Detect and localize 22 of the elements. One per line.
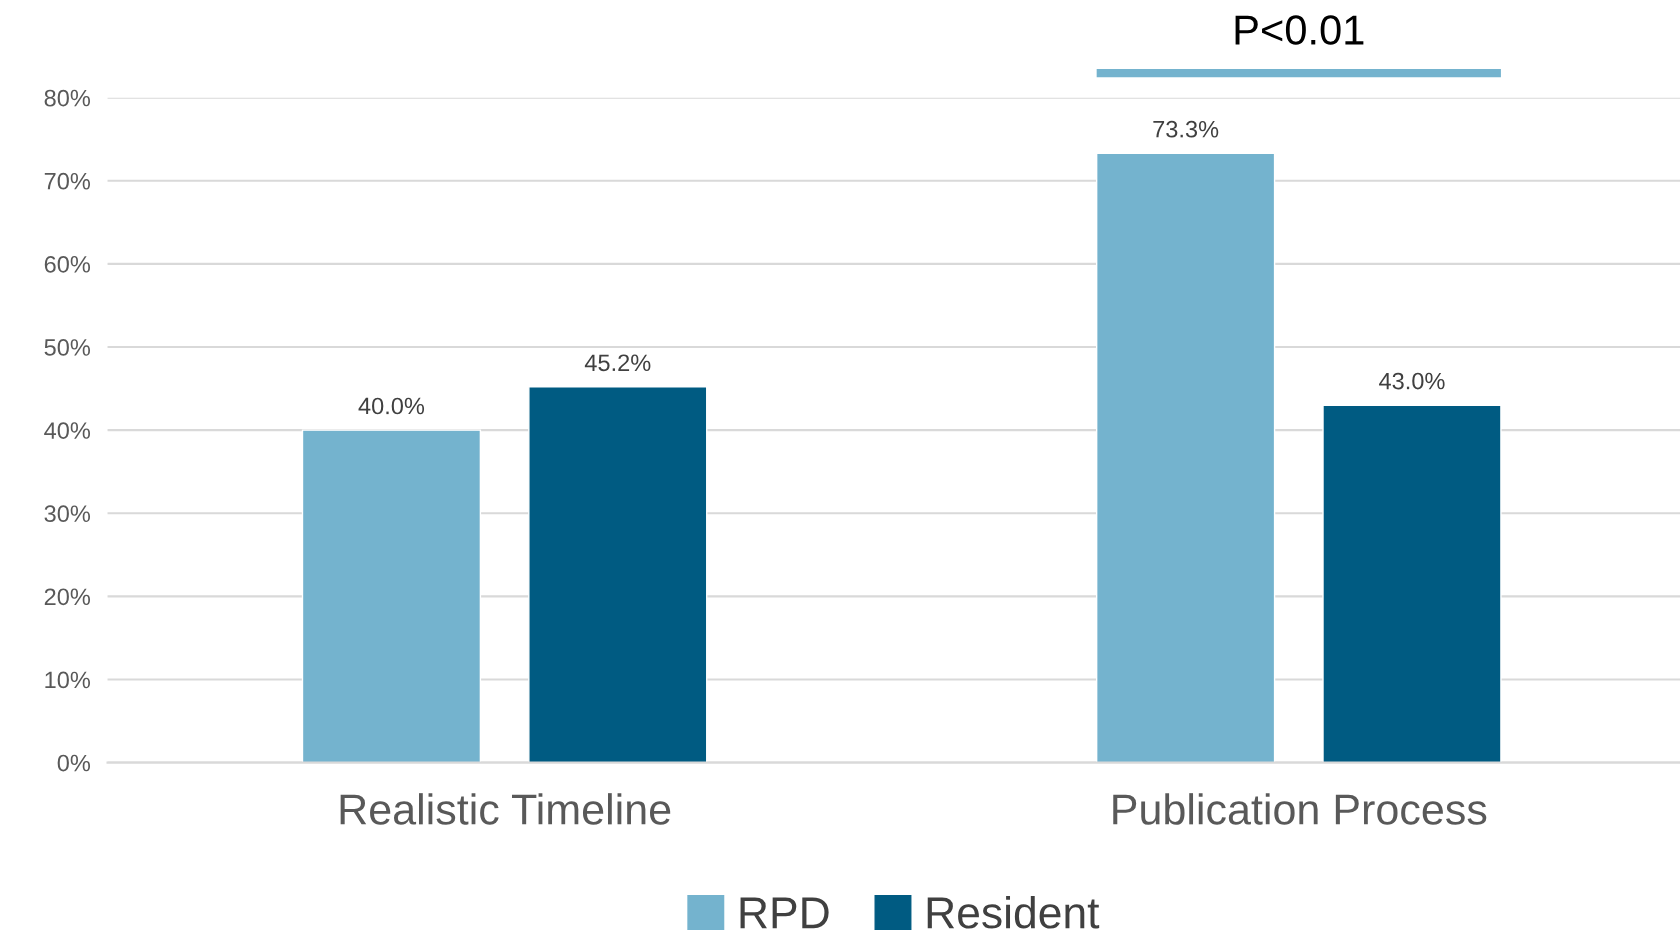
data-label: 43.0%: [1379, 372, 1445, 390]
data-label: 40.0%: [358, 397, 425, 415]
y-tick-label: 20%: [44, 588, 91, 606]
text: P<0.01: [1235, 15, 1364, 45]
y-tick-label: 70%: [44, 172, 91, 190]
x-tick-label: Publication Process: [1113, 793, 1487, 825]
y-tick-label: 30%: [44, 505, 91, 523]
data-label: 73.3%: [1153, 120, 1219, 138]
bar: [528, 386, 708, 763]
legend-label: RPD: [740, 897, 829, 929]
bar: [1322, 404, 1502, 763]
bar: [1095, 152, 1276, 763]
y-tick-label: 0%: [57, 754, 91, 772]
x-tick-label: Realistic Timeline: [340, 793, 671, 825]
data-label: 45.2%: [584, 354, 651, 372]
y-tick-label: 60%: [44, 255, 91, 273]
bar: [301, 429, 482, 763]
y-tick-label: 10%: [45, 671, 91, 689]
y-tick-label: 80%: [44, 89, 91, 107]
y-tick-label: 40%: [44, 422, 91, 439]
legend-label: Resident: [927, 895, 1100, 929]
y-tick-label: 50%: [44, 339, 91, 356]
